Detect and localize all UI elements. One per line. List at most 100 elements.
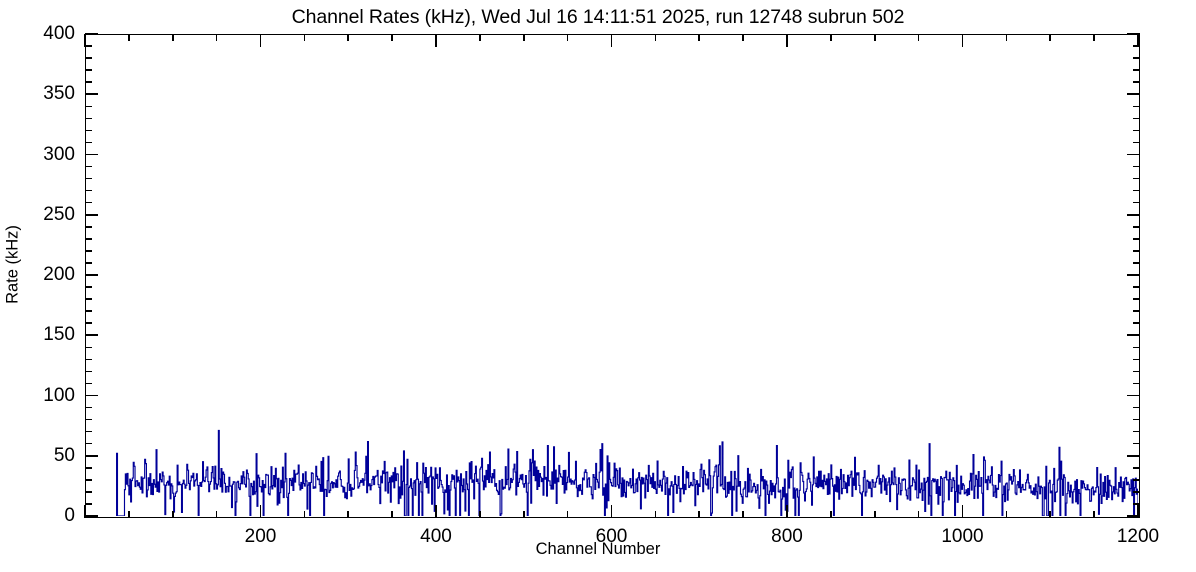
y-minor-tick-right (1132, 117, 1140, 120)
y-minor-tick (85, 141, 92, 144)
y-major-tick (85, 274, 98, 276)
y-minor-tick-right (1132, 129, 1140, 132)
x-minor-tick (566, 510, 569, 518)
y-minor-tick-right (1132, 346, 1140, 349)
y-minor-tick (85, 503, 92, 505)
y-tick-label: 350 (43, 83, 75, 105)
x-tick-label: 600 (595, 526, 628, 547)
x-minor-tick (654, 510, 657, 518)
x-minor-tick (479, 510, 481, 518)
y-major-tick-right (1126, 515, 1140, 517)
y-minor-tick-right (1132, 45, 1140, 47)
x-minor-tick-top (698, 34, 701, 41)
y-major-tick (85, 515, 98, 517)
y-tick-label: 150 (43, 324, 75, 346)
x-major-tick (610, 504, 613, 518)
plot-frame (85, 34, 1140, 518)
y-minor-tick-right (1132, 322, 1140, 324)
y-minor-tick-right (1132, 503, 1140, 505)
x-minor-tick-top (347, 34, 350, 41)
y-minor-tick (85, 238, 92, 240)
y-minor-tick (85, 298, 92, 300)
x-major-tick (84, 504, 86, 518)
x-minor-tick (171, 510, 174, 518)
y-minor-tick-right (1132, 358, 1140, 361)
page-title: Channel Rates (kHz), Wed Jul 16 14:11:51… (291, 6, 905, 28)
y-minor-tick (85, 346, 92, 349)
histogram-plot (116, 429, 1138, 516)
y-major-tick (85, 153, 98, 156)
y-minor-tick (85, 322, 92, 324)
x-minor-tick (522, 510, 525, 518)
y-minor-tick-right (1132, 382, 1140, 385)
rate-histogram-series (116, 429, 1138, 516)
x-minor-tick (698, 510, 701, 518)
y-minor-tick (85, 177, 92, 180)
y-minor-tick-right (1132, 105, 1140, 108)
x-major-tick (435, 504, 437, 518)
y-major-tick-right (1126, 334, 1140, 337)
x-major-tick (961, 504, 964, 518)
x-minor-tick (742, 510, 744, 518)
x-axis-title: Channel Number (535, 540, 661, 558)
y-axis-title: Rate (kHz) (3, 225, 22, 304)
y-minor-tick-right (1132, 177, 1140, 180)
x-minor-tick (215, 510, 218, 518)
y-minor-tick (85, 250, 92, 252)
x-minor-tick-top (873, 34, 876, 41)
x-minor-tick (1049, 510, 1052, 518)
y-major-tick (85, 454, 98, 457)
y-tick-label: 200 (43, 264, 75, 285)
y-minor-tick-right (1132, 165, 1140, 168)
x-minor-tick-top (215, 34, 218, 41)
y-major-tick-right (1126, 454, 1140, 457)
y-minor-tick (85, 286, 92, 288)
y-minor-tick-right (1132, 479, 1140, 481)
y-minor-tick-right (1132, 69, 1140, 71)
y-minor-tick-right (1132, 467, 1140, 469)
x-minor-tick (917, 510, 920, 518)
x-tick-label: 1000 (941, 526, 984, 547)
x-major-tick-top (786, 34, 788, 47)
y-minor-tick (85, 418, 92, 421)
x-minor-tick-top (522, 34, 525, 41)
x-major-tick (259, 504, 262, 518)
y-minor-tick-right (1132, 418, 1140, 421)
y-minor-tick (85, 479, 92, 481)
x-major-tick (1137, 504, 1139, 518)
y-major-tick-right (1126, 213, 1140, 216)
y-minor-tick-right (1132, 201, 1140, 204)
x-minor-tick-top (1093, 34, 1095, 41)
y-major-tick-right (1126, 93, 1140, 96)
y-tick-label: 400 (43, 23, 75, 44)
x-minor-tick-top (1049, 34, 1052, 41)
x-minor-tick-top (1005, 34, 1008, 41)
y-minor-tick-right (1132, 491, 1140, 493)
y-minor-tick-right (1132, 81, 1140, 83)
y-major-tick (85, 213, 98, 216)
x-major-tick-top (84, 34, 86, 47)
x-minor-tick (873, 510, 876, 518)
x-major-tick-top (1137, 34, 1139, 47)
x-minor-tick-top (391, 34, 393, 41)
x-major-tick-top (610, 34, 613, 47)
y-major-tick (85, 93, 98, 96)
x-tick-label: 800 (771, 526, 803, 547)
x-minor-tick-top (654, 34, 657, 41)
x-minor-tick (1005, 510, 1008, 518)
y-minor-tick (85, 262, 92, 264)
x-tick-label: 1200 (1116, 526, 1160, 547)
x-minor-tick (128, 510, 130, 518)
y-minor-tick-right (1132, 430, 1140, 433)
y-minor-tick (85, 226, 92, 228)
y-minor-tick-right (1132, 141, 1140, 144)
x-minor-tick (830, 510, 832, 518)
y-major-tick-right (1126, 153, 1140, 156)
x-tick-label: 400 (420, 526, 452, 547)
y-tick-label: 0 (64, 505, 75, 526)
y-minor-tick (85, 310, 92, 312)
y-minor-tick-right (1132, 262, 1140, 264)
y-major-tick-right (1126, 33, 1140, 35)
y-tick-label: 100 (43, 384, 75, 406)
